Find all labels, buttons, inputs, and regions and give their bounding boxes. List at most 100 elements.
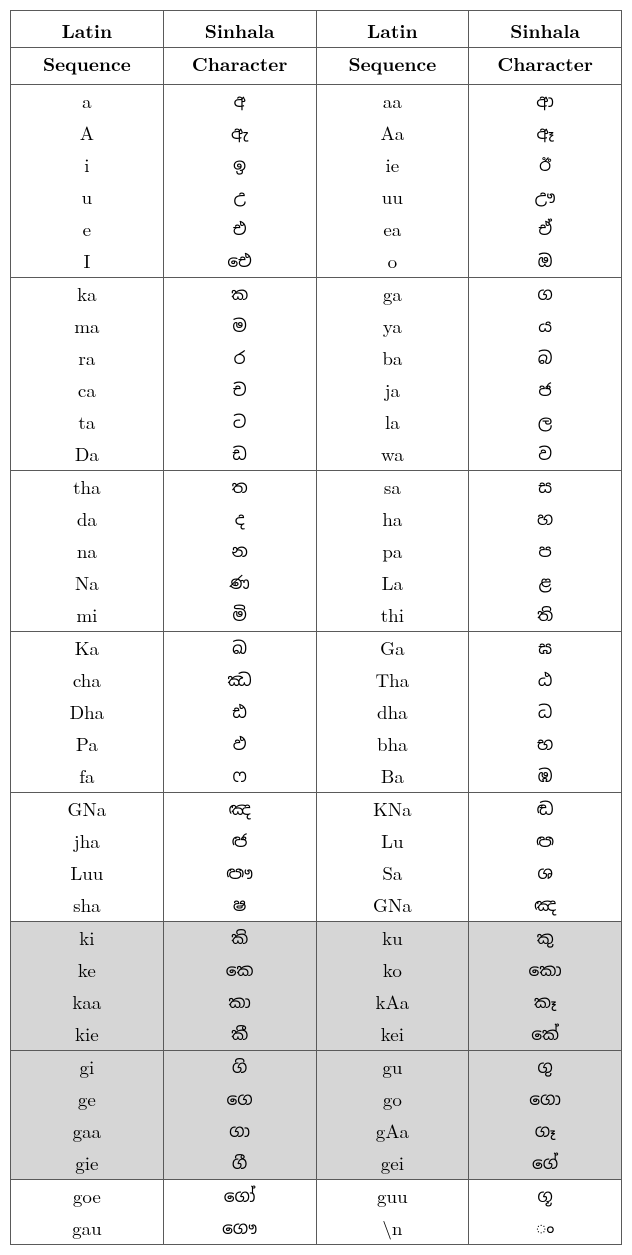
latin-cell: guu bbox=[316, 1180, 469, 1213]
sinhala-cell: ෂ bbox=[163, 889, 316, 922]
latin-cell: ha bbox=[316, 503, 469, 535]
sinhala-cell: ං bbox=[469, 1212, 622, 1245]
table-row: giගිguගු bbox=[11, 1051, 622, 1084]
latin-cell: A bbox=[11, 117, 164, 149]
latin-cell: fa bbox=[11, 760, 164, 793]
table-row: naනpaප bbox=[11, 535, 622, 567]
sinhala-cell: ගු bbox=[469, 1051, 622, 1084]
table-row: Dhaඪdhaධ bbox=[11, 696, 622, 728]
table-row: taටlaල bbox=[11, 406, 622, 438]
latin-cell: ea bbox=[316, 213, 469, 245]
sinhala-cell: කේ bbox=[469, 1018, 622, 1051]
latin-cell: GNa bbox=[316, 889, 469, 922]
latin-cell: ki bbox=[11, 922, 164, 955]
transliteration-table: Latin Sinhala Latin Sinhala Sequence Cha… bbox=[10, 10, 622, 1245]
table-row: kaaකාkAaකෑ bbox=[11, 986, 622, 1018]
table-row: aඅaaආ bbox=[11, 85, 622, 118]
latin-cell: gAa bbox=[316, 1115, 469, 1147]
sinhala-cell: ඒ bbox=[469, 213, 622, 245]
latin-cell: gau bbox=[11, 1212, 164, 1245]
sinhala-cell: ඉ bbox=[163, 149, 316, 181]
table-row: uඋuuඌ bbox=[11, 181, 622, 213]
sinhala-cell: උ bbox=[163, 181, 316, 213]
sinhala-cell: කො bbox=[469, 954, 622, 986]
sinhala-cell: ඹ bbox=[469, 760, 622, 793]
latin-cell: ba bbox=[316, 342, 469, 374]
sinhala-cell: ඝ bbox=[469, 632, 622, 665]
latin-cell: go bbox=[316, 1083, 469, 1115]
latin-cell: jha bbox=[11, 825, 164, 857]
sinhala-cell: ප bbox=[469, 535, 622, 567]
sinhala-cell: ආ bbox=[469, 85, 622, 118]
sinhala-cell: න bbox=[163, 535, 316, 567]
sinhala-cell: ර bbox=[163, 342, 316, 374]
latin-cell: dha bbox=[316, 696, 469, 728]
col-subheader-sinhala-2: Character bbox=[469, 48, 622, 85]
sinhala-cell: හ bbox=[469, 503, 622, 535]
sinhala-cell: ත bbox=[163, 471, 316, 504]
sinhala-cell: කු bbox=[469, 922, 622, 955]
sinhala-cell: ඤ bbox=[163, 793, 316, 826]
table-header: Latin Sinhala Latin Sinhala Sequence Cha… bbox=[11, 11, 622, 85]
latin-cell: ke bbox=[11, 954, 164, 986]
latin-cell: gei bbox=[316, 1147, 469, 1180]
latin-cell: ma bbox=[11, 310, 164, 342]
sinhala-cell: ශ bbox=[469, 857, 622, 889]
latin-cell: wa bbox=[316, 438, 469, 471]
sinhala-cell: ගී bbox=[163, 1147, 316, 1180]
latin-cell: ja bbox=[316, 374, 469, 406]
table-row: AඇAaඈ bbox=[11, 117, 622, 149]
sinhala-cell: ඦ bbox=[163, 825, 316, 857]
sinhala-cell: ගෙ bbox=[163, 1083, 316, 1115]
sinhala-cell: ඪ bbox=[163, 696, 316, 728]
sinhala-cell: කී bbox=[163, 1018, 316, 1051]
latin-cell: gaa bbox=[11, 1115, 164, 1147]
latin-cell: Dha bbox=[11, 696, 164, 728]
sinhala-cell: ණ bbox=[163, 567, 316, 599]
latin-cell: kaa bbox=[11, 986, 164, 1018]
latin-cell: sa bbox=[316, 471, 469, 504]
sinhala-cell: ගෝ bbox=[163, 1180, 316, 1213]
table-row: iඉieඊ bbox=[11, 149, 622, 181]
latin-cell: ka bbox=[11, 278, 164, 311]
table-row: chaඣThaඨ bbox=[11, 664, 622, 696]
table-row: kiකිkuකු bbox=[11, 922, 622, 955]
sinhala-cell: බ bbox=[469, 342, 622, 374]
sinhala-cell: ෆ bbox=[163, 760, 316, 793]
sinhala-cell: ගි bbox=[163, 1051, 316, 1084]
col-subheader-latin-1: Sequence bbox=[11, 48, 164, 85]
col-header-latin-1: Latin bbox=[11, 11, 164, 48]
sinhala-cell: ගො bbox=[469, 1083, 622, 1115]
latin-cell: da bbox=[11, 503, 164, 535]
latin-cell: ca bbox=[11, 374, 164, 406]
table-row: NaණLaළ bbox=[11, 567, 622, 599]
col-subheader-latin-2: Sequence bbox=[316, 48, 469, 85]
sinhala-cell: ඵ bbox=[163, 728, 316, 760]
col-header-sinhala-1: Sinhala bbox=[163, 11, 316, 48]
sinhala-cell: ය bbox=[469, 310, 622, 342]
latin-cell: i bbox=[11, 149, 164, 181]
latin-cell: Aa bbox=[316, 117, 469, 149]
latin-cell: gie bbox=[11, 1147, 164, 1180]
latin-cell: Da bbox=[11, 438, 164, 471]
latin-cell: mi bbox=[11, 599, 164, 632]
latin-cell: La bbox=[316, 567, 469, 599]
latin-cell: sha bbox=[11, 889, 164, 922]
latin-cell: o bbox=[316, 245, 469, 278]
latin-cell: I bbox=[11, 245, 164, 278]
sinhala-cell: ම bbox=[163, 310, 316, 342]
sinhala-cell: කා bbox=[163, 986, 316, 1018]
table-row: kaකgaග bbox=[11, 278, 622, 311]
latin-cell: KNa bbox=[316, 793, 469, 826]
latin-cell: goe bbox=[11, 1180, 164, 1213]
latin-cell: thi bbox=[316, 599, 469, 632]
table-row: jhaඦLuඏ bbox=[11, 825, 622, 857]
sinhala-cell: ච bbox=[163, 374, 316, 406]
latin-cell: bha bbox=[316, 728, 469, 760]
sinhala-cell: ඈ bbox=[469, 117, 622, 149]
latin-cell: ko bbox=[316, 954, 469, 986]
sinhala-cell: ල bbox=[469, 406, 622, 438]
latin-cell: ie bbox=[316, 149, 469, 181]
table-row: gieගීgeiගේ bbox=[11, 1147, 622, 1180]
table-row: maමyaය bbox=[11, 310, 622, 342]
